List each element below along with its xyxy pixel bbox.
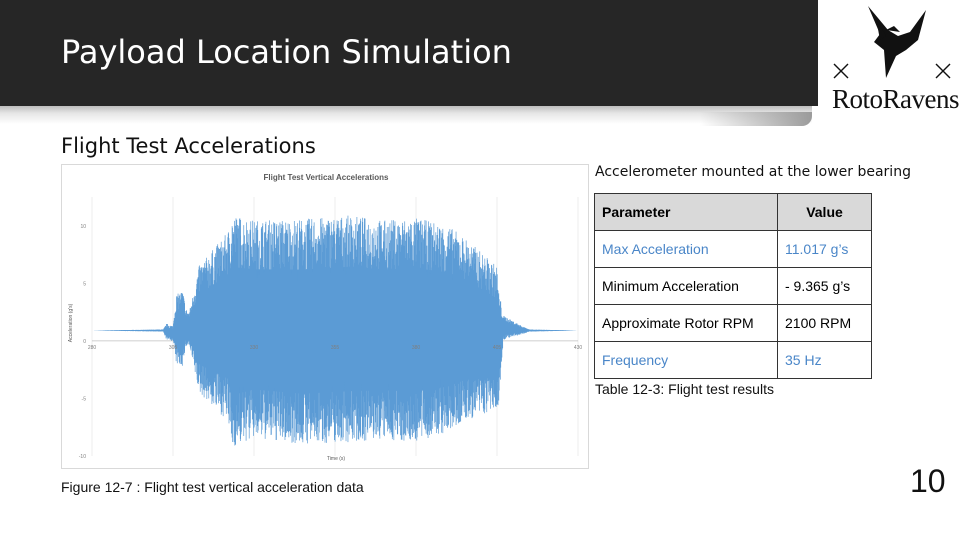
raven-drone-logo-icon bbox=[833, 6, 951, 79]
page-number: 10 bbox=[910, 463, 946, 499]
x-tick-label: 280 bbox=[88, 345, 97, 351]
row-parameter: Frequency bbox=[594, 341, 778, 379]
table-header-row: Parameter Value bbox=[594, 193, 872, 231]
y-tick-label: -10 bbox=[79, 454, 86, 460]
x-tick-label: 305 bbox=[169, 345, 178, 351]
acceleration-chart: Flight Test Vertical Accelerations Accel… bbox=[61, 164, 589, 469]
acceleration-chart-svg: Flight Test Vertical Accelerations Accel… bbox=[68, 173, 583, 462]
chart-title: Flight Test Vertical Accelerations bbox=[264, 173, 389, 182]
table-row: Max Acceleration 11.017 g’s bbox=[594, 230, 872, 268]
row-value: - 9.365 g’s bbox=[777, 267, 872, 305]
row-value: 2100 RPM bbox=[777, 304, 872, 342]
logo-text: RotoRavens bbox=[832, 84, 960, 114]
y-tick-label: 0 bbox=[83, 339, 86, 345]
row-parameter: Approximate Rotor RPM bbox=[594, 304, 778, 342]
y-tick-label: 10 bbox=[80, 224, 86, 230]
header-value: Value bbox=[777, 193, 872, 231]
row-parameter: Max Acceleration bbox=[594, 230, 778, 268]
logo: RotoRavens bbox=[826, 0, 960, 118]
row-value: 35 Hz bbox=[777, 341, 872, 379]
x-tick-label: 405 bbox=[493, 345, 502, 351]
table-row: Approximate Rotor RPM 2100 RPM bbox=[594, 304, 872, 342]
section-subtitle: Flight Test Accelerations bbox=[61, 134, 316, 158]
flight-test-results-table: Parameter Value Max Acceleration 11.017 … bbox=[594, 193, 872, 379]
table-note: Accelerometer mounted at the lower beari… bbox=[595, 164, 911, 180]
x-tick-label: 430 bbox=[574, 345, 583, 351]
y-tick-label: 5 bbox=[83, 281, 86, 287]
chart-x-axis-label: Time (s) bbox=[327, 456, 345, 462]
row-parameter: Minimum Acceleration bbox=[594, 267, 778, 305]
header-shadow bbox=[0, 106, 812, 124]
row-value: 11.017 g’s bbox=[777, 230, 872, 268]
x-tick-label: 380 bbox=[412, 345, 421, 351]
x-tick-label: 355 bbox=[331, 345, 340, 351]
header-parameter: Parameter bbox=[594, 193, 778, 231]
series-signal-trace bbox=[92, 215, 577, 446]
table-row: Frequency 35 Hz bbox=[594, 341, 872, 379]
table-row: Minimum Acceleration - 9.365 g’s bbox=[594, 267, 872, 305]
table-caption: Table 12-3: Flight test results bbox=[595, 381, 774, 397]
chart-y-axis-label: Acceleration (g's) bbox=[68, 303, 74, 342]
slide-title: Payload Location Simulation bbox=[61, 33, 512, 71]
x-tick-label: 330 bbox=[250, 345, 259, 351]
header-bar bbox=[0, 0, 818, 106]
figure-caption: Figure 12-7 : Flight test vertical accel… bbox=[61, 479, 364, 495]
header-shadow-tail bbox=[700, 112, 812, 126]
y-tick-label: -5 bbox=[82, 396, 87, 402]
